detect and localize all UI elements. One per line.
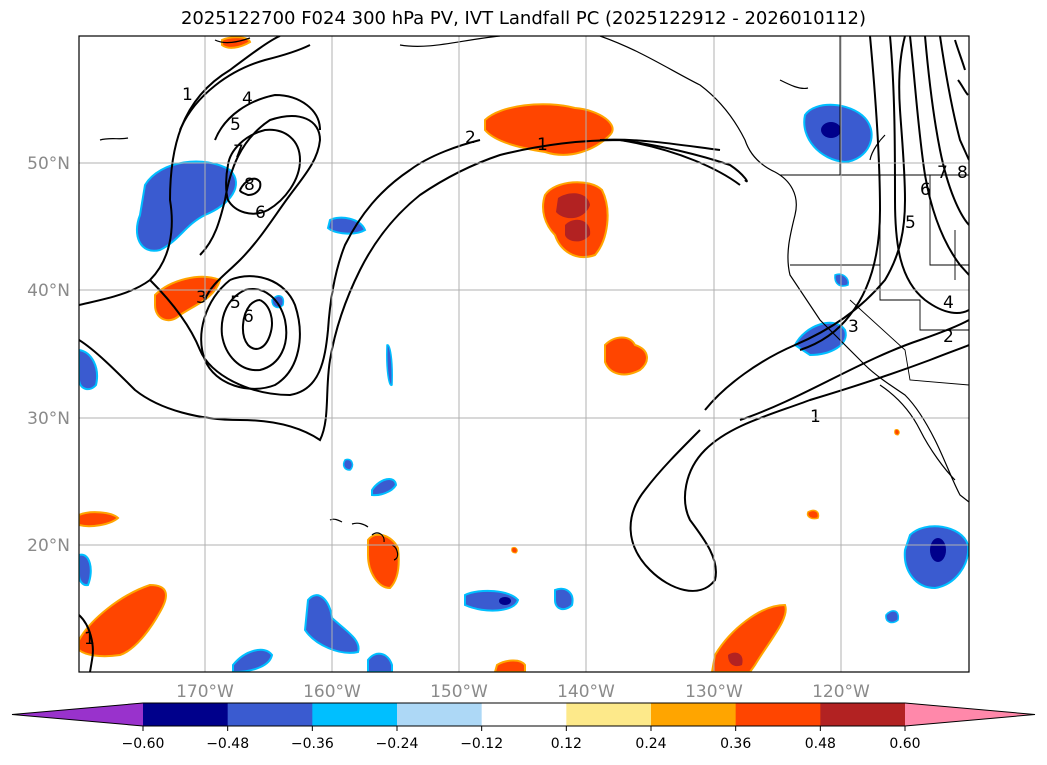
colorbar xyxy=(11,702,1036,727)
coastlines xyxy=(99,36,969,561)
lon-label: 130°W xyxy=(685,682,743,702)
contour-label: 1 xyxy=(810,407,821,427)
colorbar-tick-label: −0.24 xyxy=(376,736,419,752)
contour-label: 4 xyxy=(943,293,954,313)
contour-label: 7 xyxy=(233,142,244,162)
lon-label: 160°W xyxy=(303,682,361,702)
colorbar-swatch xyxy=(651,703,737,726)
colorbar-tick-label: −0.12 xyxy=(460,736,503,752)
contour-label: 1 xyxy=(537,135,548,155)
contour-label: 2 xyxy=(465,128,476,148)
lat-label: 50°N xyxy=(27,154,70,174)
colorbar-tick-label: 0.12 xyxy=(551,736,582,752)
map-frame xyxy=(78,35,970,673)
lat-label: 40°N xyxy=(27,281,70,301)
colorbar-tick-label: −0.36 xyxy=(291,736,334,752)
colorbar-tick-label: 0.60 xyxy=(889,736,920,752)
lon-label: 150°W xyxy=(430,682,488,702)
contour-label: 4 xyxy=(242,89,253,109)
colorbar-extend-max xyxy=(905,703,1035,726)
lat-label: 20°N xyxy=(27,536,70,556)
contour-labels: 1 4 5 7 8 6 3 5 6 2 1 1 3 4 2 6 7 8 5 1 xyxy=(84,85,968,649)
colorbar-swatch xyxy=(143,703,229,726)
colorbar-tick-label: 0.24 xyxy=(635,736,666,752)
positive-anomaly-shading xyxy=(79,36,900,672)
lat-label: 30°N xyxy=(27,409,70,429)
contour-label: 8 xyxy=(244,175,255,195)
longitude-labels: 170°W 160°W 150°W 140°W 130°W 120°W xyxy=(176,682,870,702)
latitude-labels: 50°N 40°N 30°N 20°N xyxy=(27,154,70,556)
colorbar-swatch xyxy=(227,703,313,726)
colorbar-swatch xyxy=(735,703,821,726)
contour-label: 3 xyxy=(196,288,207,308)
lon-label: 140°W xyxy=(557,682,615,702)
gridlines xyxy=(79,36,969,672)
contour-label: 2 xyxy=(943,327,954,347)
colorbar-tick-label: 0.48 xyxy=(805,736,836,752)
contour-label: 5 xyxy=(230,293,241,313)
colorbar-swatch xyxy=(397,703,483,726)
lon-label: 170°W xyxy=(176,682,234,702)
colorbar-swatch xyxy=(312,703,398,726)
colorbar-swatch xyxy=(566,703,652,726)
contour-label: 6 xyxy=(920,180,931,200)
contour-label: 5 xyxy=(230,115,241,135)
contour-label: 6 xyxy=(243,307,254,327)
contour-label: 8 xyxy=(957,163,968,183)
colorbar-tick-label: −0.48 xyxy=(206,736,249,752)
contour-label: 1 xyxy=(182,85,193,105)
colorbar-tick-labels: −0.60 −0.48 −0.36 −0.24 −0.12 0.12 0.24 0.36 0.4… xyxy=(122,726,921,752)
colorbar-tick-label: 0.36 xyxy=(720,736,751,752)
colorbar-extend-min xyxy=(12,703,143,726)
map-title: 2025122700 F024 300 hPa PV, IVT Landfall… xyxy=(180,8,867,29)
contour-label: 1 xyxy=(84,629,95,649)
colorbar-swatch xyxy=(820,703,906,726)
contour-label: 3 xyxy=(848,317,859,337)
colorbar-swatch xyxy=(481,703,567,726)
contour-label: 5 xyxy=(905,213,916,233)
colorbar-tick-label: −0.60 xyxy=(122,736,165,752)
lon-label: 120°W xyxy=(812,682,870,702)
contour-label: 6 xyxy=(255,203,266,223)
ivt-contours xyxy=(79,36,969,672)
contour-label: 7 xyxy=(937,163,948,183)
